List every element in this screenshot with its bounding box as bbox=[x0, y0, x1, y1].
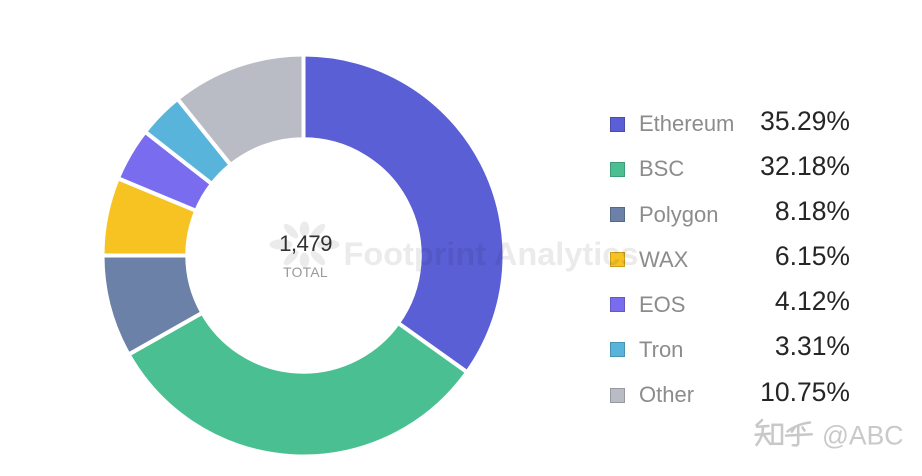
svg-text:@ABC: @ABC bbox=[822, 421, 903, 451]
